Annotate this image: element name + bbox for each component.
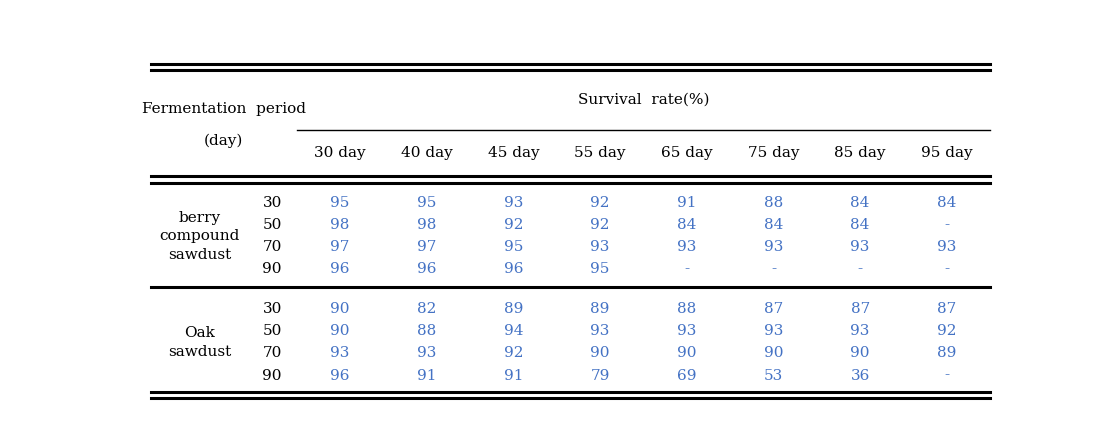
Text: 88: 88 [764, 196, 783, 210]
Text: 93: 93 [937, 240, 957, 254]
Text: 75 day: 75 day [748, 146, 799, 160]
Text: 95: 95 [417, 196, 436, 210]
Text: 95: 95 [590, 262, 610, 277]
Text: 36: 36 [851, 368, 870, 383]
Text: 96: 96 [330, 368, 349, 383]
Text: 92: 92 [590, 218, 610, 232]
Text: 96: 96 [417, 262, 436, 277]
Text: 90: 90 [851, 347, 870, 360]
Text: 93: 93 [764, 324, 783, 339]
Text: 50: 50 [263, 324, 282, 339]
Text: -: - [945, 218, 949, 232]
Text: 92: 92 [937, 324, 957, 339]
Text: 93: 93 [677, 324, 696, 339]
Text: 93: 93 [330, 347, 349, 360]
Text: 88: 88 [677, 302, 696, 316]
Text: 90: 90 [330, 302, 349, 316]
Text: 92: 92 [590, 196, 610, 210]
Text: 89: 89 [937, 347, 957, 360]
Text: 79: 79 [590, 368, 610, 383]
Text: 92: 92 [504, 218, 523, 232]
Text: 90: 90 [262, 262, 282, 277]
Text: 85 day: 85 day [834, 146, 886, 160]
Text: Oak
sawdust: Oak sawdust [168, 326, 231, 359]
Text: 95: 95 [504, 240, 523, 254]
Text: 93: 93 [417, 347, 436, 360]
Text: 91: 91 [504, 368, 523, 383]
Text: 45 day: 45 day [487, 146, 539, 160]
Text: 84: 84 [851, 218, 870, 232]
Text: 84: 84 [677, 218, 696, 232]
Text: 87: 87 [764, 302, 783, 316]
Text: 97: 97 [330, 240, 349, 254]
Text: 90: 90 [330, 324, 349, 339]
Text: 93: 93 [504, 196, 523, 210]
Text: 88: 88 [417, 324, 436, 339]
Text: 90: 90 [677, 347, 696, 360]
Text: 84: 84 [764, 218, 783, 232]
Text: 95 day: 95 day [922, 146, 972, 160]
Text: 65 day: 65 day [661, 146, 713, 160]
Text: 87: 87 [937, 302, 957, 316]
Text: 40 day: 40 day [401, 146, 453, 160]
Text: 87: 87 [851, 302, 870, 316]
Text: -: - [857, 262, 863, 277]
Text: 92: 92 [504, 347, 523, 360]
Text: 53: 53 [764, 368, 783, 383]
Text: 82: 82 [417, 302, 436, 316]
Text: 90: 90 [590, 347, 610, 360]
Text: 95: 95 [330, 196, 349, 210]
Text: 93: 93 [677, 240, 696, 254]
Text: 70: 70 [263, 347, 282, 360]
Text: 94: 94 [504, 324, 523, 339]
Text: 98: 98 [417, 218, 436, 232]
Text: 89: 89 [504, 302, 523, 316]
Text: 30: 30 [263, 196, 282, 210]
Text: Survival  rate(%): Survival rate(%) [578, 93, 709, 107]
Text: 84: 84 [937, 196, 957, 210]
Text: 90: 90 [262, 368, 282, 383]
Text: 69: 69 [677, 368, 696, 383]
Text: 93: 93 [851, 240, 870, 254]
Text: 93: 93 [851, 324, 870, 339]
Text: 50: 50 [263, 218, 282, 232]
Text: (day): (day) [204, 133, 243, 148]
Text: 91: 91 [677, 196, 696, 210]
Text: 97: 97 [417, 240, 436, 254]
Text: 96: 96 [330, 262, 349, 277]
Text: -: - [771, 262, 776, 277]
Text: 93: 93 [590, 324, 610, 339]
Text: 98: 98 [330, 218, 349, 232]
Text: 30 day: 30 day [314, 146, 366, 160]
Text: 55 day: 55 day [575, 146, 625, 160]
Text: 91: 91 [417, 368, 436, 383]
Text: -: - [945, 368, 949, 383]
Text: Fermentation  period: Fermentation period [141, 103, 306, 116]
Text: 70: 70 [263, 240, 282, 254]
Text: 90: 90 [764, 347, 783, 360]
Text: 93: 93 [764, 240, 783, 254]
Text: berry
compound
sawdust: berry compound sawdust [159, 211, 240, 261]
Text: -: - [945, 262, 949, 277]
Text: 93: 93 [590, 240, 610, 254]
Text: 30: 30 [263, 302, 282, 316]
Text: 89: 89 [590, 302, 610, 316]
Text: -: - [684, 262, 690, 277]
Text: 96: 96 [504, 262, 523, 277]
Text: 84: 84 [851, 196, 870, 210]
